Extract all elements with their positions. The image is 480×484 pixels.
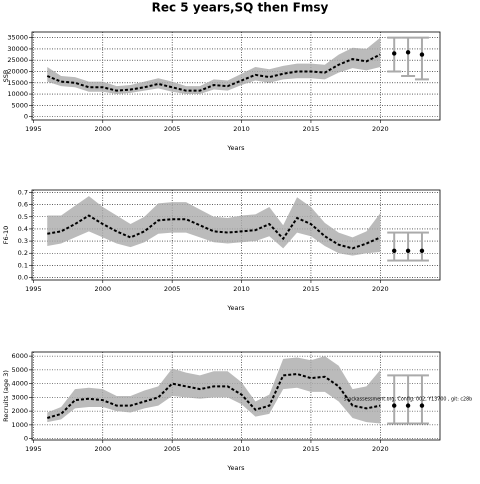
x-tick-label: 1995 (25, 445, 42, 453)
y-tick-label: 10000 (7, 90, 28, 98)
y-tick-label: 0.1 (18, 261, 28, 269)
x-tick-label: 2000 (95, 285, 112, 293)
y-tick-label: 4000 (11, 380, 28, 388)
y-tick-label: 30000 (7, 45, 28, 53)
y-tick-label: 15000 (7, 79, 28, 87)
x-tick-label: 2010 (233, 125, 250, 133)
x-tick-label: 2020 (372, 285, 389, 293)
forecast-point (392, 51, 397, 56)
x-tick-label: 2005 (164, 285, 181, 293)
y-tick-label: 0.2 (18, 249, 28, 257)
y-tick-label: 0.6 (18, 201, 28, 209)
y-tick-label: 0.0 (18, 274, 28, 282)
y-tick-label: 0 (24, 113, 28, 121)
annotation: stockassessment.org, Config: 002, Y13700… (344, 397, 472, 403)
y-tick-label: 0.3 (18, 237, 28, 245)
forecast-point (405, 403, 411, 408)
y-tick-label: 1000 (11, 421, 28, 429)
x-tick-label: 2005 (164, 125, 181, 133)
x-tick-label: 2015 (303, 285, 320, 293)
y-tick-label: 5000 (11, 366, 28, 374)
forecast-point (419, 52, 425, 57)
forecast-point (392, 403, 397, 408)
y-tick-label: 2000 (11, 407, 28, 415)
forecast-point (405, 50, 411, 55)
x-tick-label: 1995 (25, 285, 42, 293)
plot-frame (31, 31, 441, 121)
forecast-point (392, 248, 397, 254)
estimate-line (46, 372, 381, 419)
x-tick-label: 2015 (303, 125, 320, 133)
confidence-band (47, 196, 381, 256)
y-tick-label: 3000 (11, 393, 28, 401)
plot-frame (31, 189, 441, 281)
estimate-line (47, 214, 381, 250)
forecast-point (419, 403, 425, 408)
x-tick-label: 2010 (233, 445, 250, 453)
plot-frame (31, 351, 441, 441)
x-tick-label: 2000 (95, 125, 112, 133)
x-tick-label: 2015 (303, 445, 320, 453)
x-tick-label: 2020 (372, 445, 389, 453)
x-axis-label: Years (226, 464, 245, 472)
x-axis-label: Years (226, 304, 245, 312)
confidence-band (47, 37, 381, 95)
y-tick-label: 35000 (7, 34, 28, 42)
y-tick-label: 5000 (11, 101, 28, 109)
forecast-point (419, 248, 425, 254)
y-tick-label: 25000 (7, 56, 28, 64)
x-tick-label: 2005 (164, 445, 181, 453)
y-tick-label: 0 (24, 435, 28, 443)
x-tick-label: 2010 (233, 285, 250, 293)
x-axis-label: Years (226, 144, 245, 152)
forecast-point (405, 248, 411, 254)
y-tick-label: 0.4 (18, 225, 28, 233)
confidence-band (47, 356, 381, 424)
y-axis-label: SSB (2, 70, 10, 83)
y-tick-label: 20000 (7, 67, 28, 75)
y-axis-label: Recruits (age 3) (2, 370, 10, 422)
y-axis-label: F6-10 (2, 226, 10, 245)
y-tick-label: 6000 (11, 352, 28, 360)
figure-title: Rec 5 years,SQ then Fmsy (152, 1, 329, 15)
x-tick-label: 1995 (25, 125, 42, 133)
x-tick-label: 2000 (95, 445, 112, 453)
y-tick-label: 0.7 (18, 188, 28, 196)
y-tick-label: 0.5 (18, 213, 28, 221)
estimate-line (46, 53, 381, 92)
x-tick-label: 2020 (372, 125, 389, 133)
